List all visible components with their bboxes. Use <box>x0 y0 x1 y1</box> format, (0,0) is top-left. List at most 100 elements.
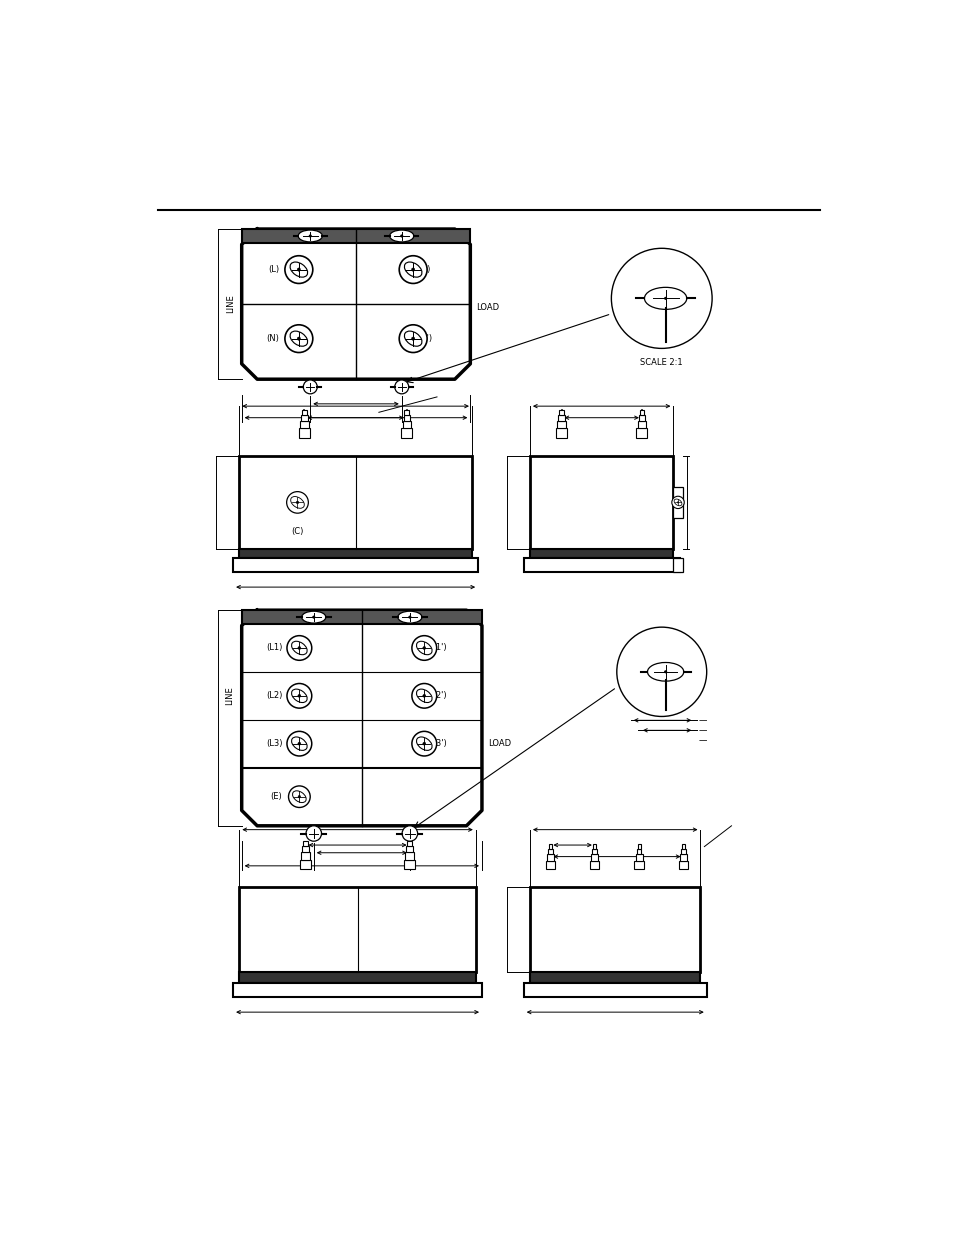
Bar <box>403 415 410 421</box>
Bar <box>637 845 640 848</box>
Text: (L1): (L1) <box>266 643 282 652</box>
Bar <box>523 558 679 572</box>
Circle shape <box>297 337 300 341</box>
Ellipse shape <box>397 611 421 624</box>
Bar <box>239 888 476 972</box>
Bar <box>301 852 310 860</box>
Circle shape <box>663 671 666 673</box>
Bar <box>557 421 565 429</box>
Bar <box>680 848 685 855</box>
Bar <box>679 861 687 869</box>
Bar <box>556 429 566 437</box>
Bar <box>300 421 309 429</box>
Bar <box>637 848 640 855</box>
Bar <box>545 861 555 869</box>
Circle shape <box>287 683 312 708</box>
Bar <box>407 841 412 846</box>
Bar <box>592 848 597 855</box>
Bar <box>530 548 673 558</box>
Bar <box>241 228 470 243</box>
Text: —: — <box>698 726 706 735</box>
Text: LOAD: LOAD <box>476 303 499 312</box>
Circle shape <box>297 646 300 650</box>
Circle shape <box>285 256 313 284</box>
Circle shape <box>285 325 313 352</box>
Bar <box>233 558 477 572</box>
Circle shape <box>287 731 312 756</box>
Circle shape <box>617 627 706 716</box>
Circle shape <box>402 826 417 841</box>
Circle shape <box>611 248 711 348</box>
Circle shape <box>297 694 300 698</box>
Text: —: — <box>698 736 706 746</box>
Bar <box>530 972 700 983</box>
Bar <box>546 855 554 861</box>
Circle shape <box>411 268 415 272</box>
Circle shape <box>398 325 427 352</box>
Text: —: — <box>698 716 706 725</box>
Bar <box>590 861 598 869</box>
Bar <box>558 415 564 421</box>
Circle shape <box>297 795 300 798</box>
Bar <box>530 456 673 548</box>
Text: LOAD: LOAD <box>488 740 511 748</box>
Text: (L1'): (L1') <box>428 643 446 652</box>
Circle shape <box>312 615 315 619</box>
Bar <box>302 410 307 415</box>
Circle shape <box>663 296 666 300</box>
Text: (L3): (L3) <box>266 740 282 748</box>
Circle shape <box>412 636 436 661</box>
Text: SCALE 2:1: SCALE 2:1 <box>639 358 682 367</box>
Bar <box>406 846 413 852</box>
Circle shape <box>412 683 436 708</box>
Bar <box>239 456 472 548</box>
Ellipse shape <box>298 230 322 242</box>
Bar <box>302 846 309 852</box>
Text: (E): (E) <box>271 792 282 802</box>
Bar <box>401 429 412 437</box>
Circle shape <box>422 646 425 650</box>
Bar <box>300 860 311 869</box>
Ellipse shape <box>389 230 414 242</box>
Bar <box>239 548 472 558</box>
Circle shape <box>288 785 310 808</box>
Circle shape <box>412 731 436 756</box>
Text: (L2): (L2) <box>266 692 282 700</box>
Circle shape <box>306 826 321 841</box>
Circle shape <box>408 615 411 619</box>
Bar <box>523 983 706 997</box>
Bar <box>636 429 646 437</box>
Circle shape <box>671 496 683 509</box>
Bar <box>233 983 481 997</box>
Bar <box>673 487 682 517</box>
Bar <box>679 855 686 861</box>
Text: (L2'): (L2') <box>428 692 446 700</box>
Ellipse shape <box>644 288 686 309</box>
Circle shape <box>411 337 415 341</box>
Polygon shape <box>241 228 470 379</box>
Bar <box>558 410 563 415</box>
Bar <box>404 410 409 415</box>
Text: LINE: LINE <box>226 294 235 314</box>
Bar <box>639 410 643 415</box>
Bar <box>404 860 415 869</box>
Circle shape <box>297 268 300 272</box>
Bar <box>593 845 596 848</box>
Text: (N): (N) <box>266 335 279 343</box>
Text: (C): (C) <box>291 527 303 536</box>
Text: (N'): (N') <box>416 335 432 343</box>
Bar <box>635 855 642 861</box>
Ellipse shape <box>647 662 683 682</box>
Circle shape <box>677 501 678 503</box>
Bar <box>405 852 414 860</box>
Circle shape <box>422 694 425 698</box>
Bar <box>548 848 552 855</box>
Bar <box>673 558 682 572</box>
Bar <box>639 415 644 421</box>
Text: (L3'): (L3') <box>428 740 446 748</box>
Circle shape <box>399 235 403 237</box>
Circle shape <box>286 492 308 514</box>
Bar <box>303 841 308 846</box>
Text: LINE: LINE <box>225 687 233 705</box>
Bar <box>548 845 552 848</box>
